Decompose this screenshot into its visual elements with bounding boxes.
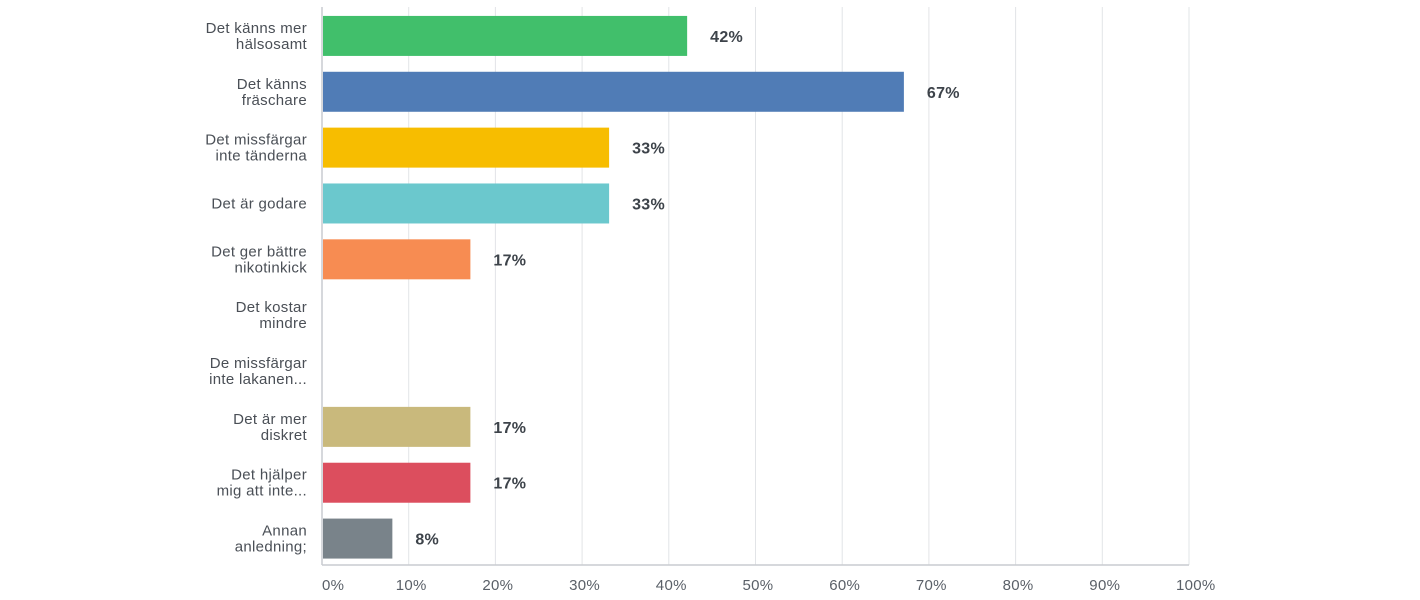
bar[interactable]: [323, 406, 471, 447]
x-tick-label: 10%: [396, 577, 427, 594]
category-label: inte lakanen...: [209, 371, 307, 388]
bar[interactable]: [323, 71, 904, 112]
category-label: Annan: [262, 523, 307, 540]
category-label: diskret: [261, 427, 308, 444]
category-label: De missfärgar: [210, 355, 307, 372]
bar-value-label: 42%: [710, 29, 743, 46]
bar-value-label: 33%: [632, 196, 665, 213]
category-label: mindre: [259, 315, 307, 332]
category-label: mig att inte...: [217, 483, 307, 500]
category-label: Det missfärgar: [205, 132, 307, 149]
value-label-layer: 42% 67% 33% 33% 17% 17% 17% 8%: [415, 29, 959, 549]
x-tick-label: 70%: [916, 577, 947, 594]
category-label: Det hjälper: [231, 467, 307, 484]
x-tick-label: 100%: [1176, 577, 1216, 594]
bar-value-label: 17%: [493, 420, 526, 437]
category-label: Det ger bättre: [211, 243, 307, 260]
bar-value-label: 67%: [927, 85, 960, 102]
bar-layer: [323, 15, 904, 559]
tick-label-layer: 0% 10% 20% 30% 40% 50% 60% 70% 80% 90% 100%: [322, 577, 1216, 594]
category-label: inte tänderna: [216, 148, 308, 165]
category-label: Det är mer: [233, 411, 307, 428]
category-label: nikotinkick: [235, 259, 308, 276]
x-tick-label: 60%: [829, 577, 860, 594]
bar-value-label: 8%: [415, 532, 439, 549]
x-tick-label: 20%: [482, 577, 513, 594]
bar[interactable]: [323, 462, 471, 503]
bar-value-label: 17%: [493, 476, 526, 493]
x-tick-label: 90%: [1089, 577, 1120, 594]
category-label: hälsosamt: [236, 36, 308, 53]
bar-value-label: 17%: [493, 252, 526, 269]
category-label: Det kostar: [236, 299, 307, 316]
category-label: Det är godare: [211, 195, 307, 212]
category-label: fräschare: [242, 92, 307, 109]
bar[interactable]: [323, 127, 610, 168]
category-label: Det känns: [237, 76, 307, 93]
bar[interactable]: [323, 183, 610, 224]
x-tick-label: 80%: [1003, 577, 1034, 594]
bar[interactable]: [323, 518, 393, 559]
bar[interactable]: [323, 239, 471, 280]
bar-value-label: 33%: [632, 141, 665, 158]
category-label: Det känns mer: [206, 20, 307, 37]
x-tick-label: 50%: [743, 577, 774, 594]
category-label: anledning;: [235, 539, 307, 556]
x-tick-label: 0%: [322, 577, 344, 594]
x-tick-label: 40%: [656, 577, 687, 594]
bar[interactable]: [323, 15, 688, 56]
x-tick-label: 30%: [569, 577, 600, 594]
